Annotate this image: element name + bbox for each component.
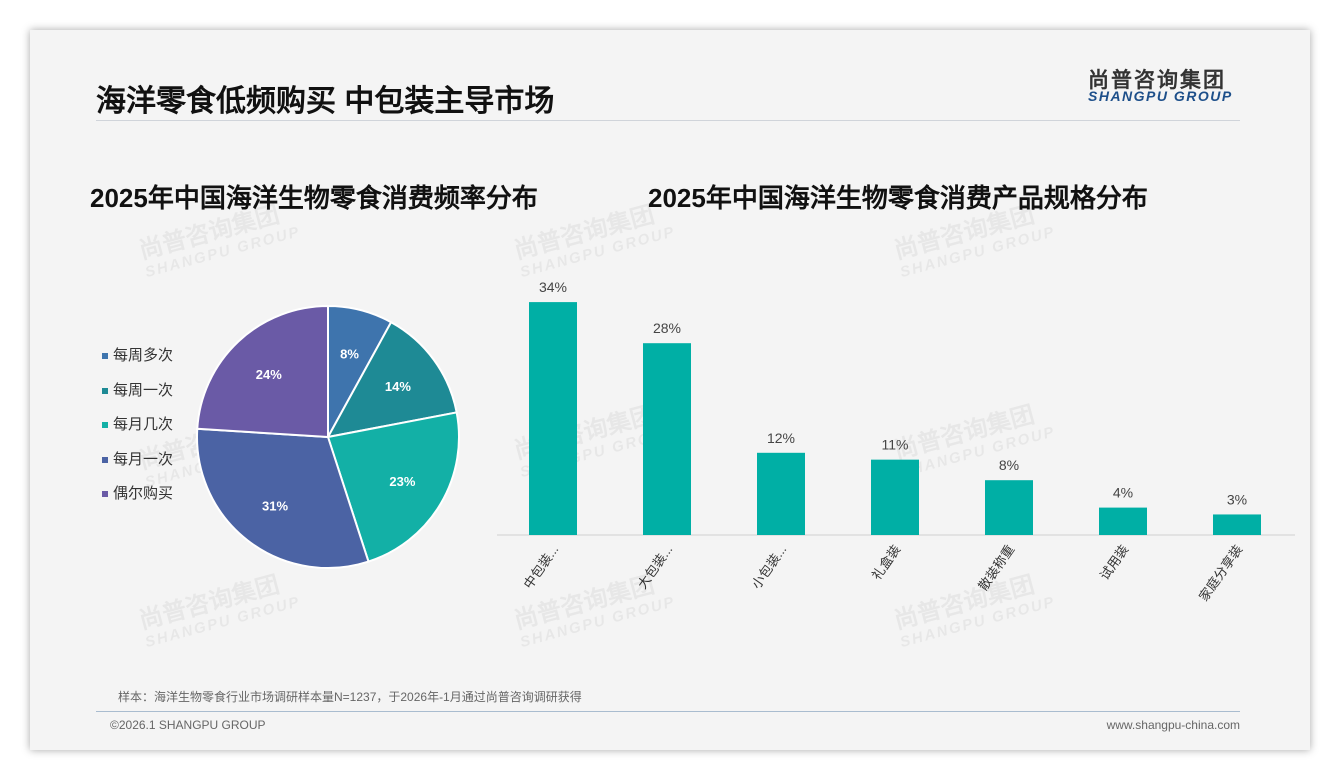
pie-slice-label: 23% <box>389 474 415 489</box>
legend-item: 每周一次 <box>102 379 173 400</box>
page-title: 海洋零食低频购买 中包装主导市场 <box>96 85 555 118</box>
copyright: ©2026.1 SHANGPU GROUP <box>110 718 266 732</box>
slide: 海洋零食低频购买 中包装主导市场 尚普咨询集团 SHANGPU GROUP 尚普… <box>30 30 1310 750</box>
legend-label: 每周多次 <box>113 347 174 364</box>
legend-swatch <box>102 353 108 360</box>
bar-value-label: 3% <box>1227 491 1247 507</box>
header-divider <box>96 120 1240 121</box>
x-tick-label: 家庭分享装 <box>1196 542 1246 604</box>
charts-canvas: 8% 14% 23% 31% 24% 34% 中包装... 28% 大包装... 12% 小包装..… <box>196 279 1295 604</box>
legend-item: 每月几次 <box>102 413 173 434</box>
legend-label: 每周一次 <box>113 381 174 399</box>
legend-swatch <box>102 456 108 463</box>
bar-value-label: 4% <box>1113 485 1133 501</box>
x-tick-label: 散装称重 <box>975 542 1017 593</box>
footer-divider <box>96 711 1240 712</box>
x-tick-label: 礼盒装 <box>869 542 904 583</box>
bar <box>985 480 1033 535</box>
pie-slice-label: 8% <box>340 346 359 361</box>
legend-item: 每周多次 <box>102 344 173 365</box>
sample-note: 样本：海洋生物零食行业市场调研样本量N=1237，于2026年-1月通过尚普咨询… <box>118 690 582 704</box>
legend-label: 每月几次 <box>113 416 174 433</box>
bar <box>529 302 577 535</box>
legend-swatch <box>102 422 108 429</box>
bar-value-label: 8% <box>999 457 1019 473</box>
x-tick-label: 大包装... <box>635 542 676 591</box>
bar-value-label: 28% <box>653 320 681 336</box>
bar-value-label: 12% <box>767 430 795 446</box>
website-url: www.shangpu-china.com <box>1106 718 1240 732</box>
bar-value-label: 34% <box>539 279 567 295</box>
x-tick-label: 试用装 <box>1097 542 1132 583</box>
pie-slice <box>196 427 370 569</box>
bar-chart-title: 2025年中国海洋生物零食消费产品规格分布 <box>648 183 1148 213</box>
legend-item: 每月一次 <box>102 448 173 469</box>
logo-text-cn: 尚普咨询集团 <box>1088 69 1226 92</box>
pie-chart-title: 2025年中国海洋生物零食消费频率分布 <box>90 183 538 213</box>
logo-text-en: SHANGPU GROUP <box>1088 88 1233 104</box>
pie-slice <box>326 320 458 439</box>
x-tick-label: 小包装... <box>749 542 790 591</box>
x-tick-label: 中包装... <box>521 542 562 591</box>
pie-slice-label: 14% <box>385 379 411 394</box>
bar <box>871 459 919 535</box>
legend-label: 偶尔购买 <box>113 485 174 502</box>
pie-slice <box>196 304 329 439</box>
pie-slice-label: 24% <box>256 367 282 382</box>
pie-slice <box>326 411 460 563</box>
bar <box>757 452 805 535</box>
legend-label: 每月一次 <box>113 450 174 468</box>
legend-swatch <box>102 491 108 498</box>
bar <box>1213 514 1261 535</box>
bar-value-label: 11% <box>882 437 909 453</box>
legend-swatch <box>102 387 108 394</box>
bar <box>1099 507 1147 535</box>
legend-item: 偶尔购买 <box>102 482 173 503</box>
pie-slice-label: 31% <box>262 498 288 513</box>
bar <box>643 343 691 535</box>
